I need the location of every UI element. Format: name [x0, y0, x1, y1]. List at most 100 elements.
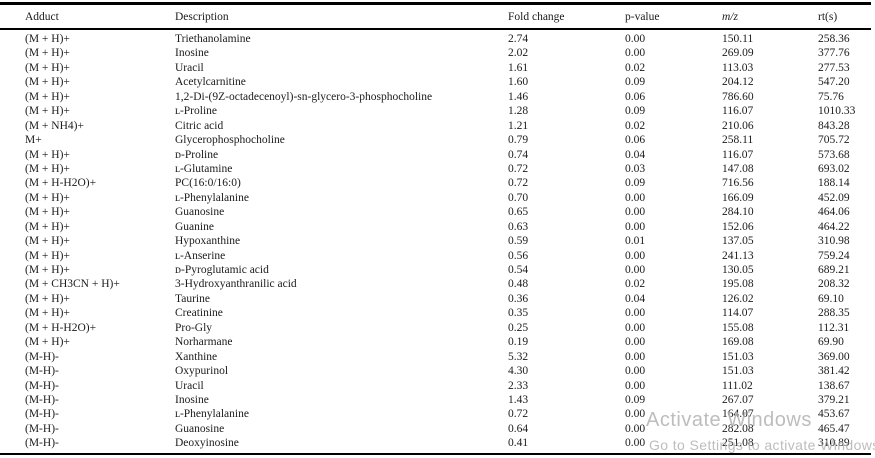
cell-rt: 310.98 [818, 235, 850, 248]
cell-mz: 113.03 [722, 61, 754, 74]
cell-p-value: 0.00 [625, 264, 646, 276]
cell-mz: 152.06 [722, 220, 754, 233]
cell-fold-change: 5.32 [508, 350, 529, 363]
cell-p-value: 0.02 [625, 61, 646, 74]
cell-adduct: (M + H)+ [25, 292, 70, 305]
cell-adduct: (M-H)- [25, 422, 59, 435]
table-row: (M + H)+ Uracil 1.61 0.02 113.03 277.53 [0, 61, 871, 75]
cell-rt: 112.31 [818, 321, 850, 334]
column-header-p-value: p-value [625, 10, 660, 23]
table-row: (M-H)- Oxypurinol 4.30 0.00 151.03 381.4… [0, 364, 871, 378]
cell-p-value: 0.00 [625, 249, 646, 262]
cell-mz: 251.08 [722, 437, 754, 450]
cell-fold-change: 1.28 [508, 105, 529, 118]
cell-adduct: (M + H)+ [25, 249, 70, 262]
cell-rt: 369.00 [818, 350, 850, 363]
cell-p-value: 0.00 [625, 365, 646, 378]
cell-description: Guanosine [175, 422, 225, 435]
cell-mz: 258.11 [722, 134, 754, 147]
cell-mz: 150.11 [722, 33, 754, 45]
cell-fold-change: 0.72 [508, 162, 529, 175]
cell-p-value: 0.00 [625, 321, 646, 334]
cell-adduct: (M-H)- [25, 437, 59, 450]
column-header-description: Description [175, 10, 229, 23]
cell-adduct: (M + H)+ [25, 336, 70, 349]
cell-mz: 130.05 [722, 264, 754, 276]
cell-rt: 310.89 [818, 437, 850, 450]
cell-fold-change: 0.54 [508, 264, 529, 276]
table-row: (M + CH3CN + H)+ 3-Hydroxyanthranilic ac… [0, 277, 871, 291]
cell-mz: 282.08 [722, 422, 754, 435]
cell-description: Norharmane [175, 336, 233, 349]
cell-p-value: 0.00 [625, 307, 646, 320]
cell-p-value: 0.06 [625, 90, 646, 103]
cell-p-value: 0.01 [625, 235, 646, 248]
table-row: (M + H)+ Guanosine 0.65 0.00 284.10 464.… [0, 205, 871, 219]
cell-p-value: 0.00 [625, 408, 646, 421]
table-row: (M + H)+ Guanine 0.63 0.00 152.06 464.22 [0, 220, 871, 234]
cell-rt: 464.06 [818, 206, 850, 219]
cell-mz: 716.56 [722, 177, 754, 190]
cell-description: ʟ-Proline [175, 105, 217, 118]
cell-fold-change: 0.65 [508, 206, 529, 219]
cell-rt: 843.28 [818, 119, 850, 132]
cell-rt: 381.42 [818, 365, 850, 378]
cell-rt: 258.36 [818, 33, 850, 45]
cell-adduct: (M + H-H2O)+ [25, 321, 97, 334]
cell-rt: 693.02 [818, 162, 850, 175]
cell-p-value: 0.09 [625, 76, 646, 89]
cell-fold-change: 0.36 [508, 292, 529, 305]
cell-fold-change: 0.63 [508, 220, 529, 233]
column-header-mz: m/z [722, 10, 738, 23]
cell-rt: 288.35 [818, 307, 850, 320]
table-row: (M + H)+ ᴅ-Proline 0.74 0.04 116.07 573.… [0, 148, 871, 162]
cell-p-value: 0.00 [625, 336, 646, 349]
table-row: (M-H)- Deoxyinosine 0.41 0.00 251.08 310… [0, 436, 871, 450]
cell-description: ʟ-Phenylalanine [175, 408, 249, 421]
cell-p-value: 0.06 [625, 134, 646, 147]
cell-rt: 573.68 [818, 148, 850, 161]
cell-description: Triethanolamine [175, 33, 251, 45]
cell-rt: 453.67 [818, 408, 850, 421]
cell-description: Glycerophosphocholine [175, 134, 285, 147]
cell-rt: 547.20 [818, 76, 850, 89]
cell-fold-change: 0.72 [508, 177, 529, 190]
cell-adduct: M+ [25, 134, 42, 147]
cell-rt: 69.10 [818, 292, 844, 305]
cell-fold-change: 1.21 [508, 119, 529, 132]
cell-mz: 166.09 [722, 191, 754, 204]
cell-adduct: (M + H)+ [25, 47, 70, 60]
table-row: (M + H)+ Acetylcarnitine 1.60 0.09 204.1… [0, 75, 871, 89]
cell-fold-change: 0.19 [508, 336, 529, 349]
column-header-adduct: Adduct [25, 10, 59, 23]
table-body: (M + H)+ Triethanolamine 2.74 0.00 150.1… [0, 30, 871, 455]
table-row: (M + H)+ Inosine 2.02 0.00 269.09 377.76 [0, 46, 871, 60]
cell-rt: 1010.33 [818, 105, 856, 118]
cell-adduct: (M + H)+ [25, 61, 70, 74]
cell-fold-change: 0.41 [508, 437, 529, 450]
cell-rt: 277.53 [818, 61, 850, 74]
cell-description: Xanthine [175, 350, 218, 363]
cell-mz: 116.07 [722, 148, 754, 161]
cell-adduct: (M + H)+ [25, 33, 70, 45]
cell-p-value: 0.09 [625, 105, 646, 118]
cell-fold-change: 2.02 [508, 47, 529, 60]
cell-p-value: 0.02 [625, 278, 646, 291]
cell-description: ʟ-Phenylalanine [175, 191, 249, 204]
column-header-fold-change: Fold change [508, 10, 565, 23]
cell-mz: 147.08 [722, 162, 754, 175]
table-row: (M + H-H2O)+ PC(16:0/16:0) 0.72 0.09 716… [0, 176, 871, 190]
cell-p-value: 0.09 [625, 393, 646, 406]
cell-rt: 75.76 [818, 90, 844, 103]
cell-mz: 241.13 [722, 249, 754, 262]
cell-rt: 465.47 [818, 422, 850, 435]
table-row: (M-H)- Xanthine 5.32 0.00 151.03 369.00 [0, 350, 871, 364]
cell-fold-change: 0.59 [508, 235, 529, 248]
cell-fold-change: 1.43 [508, 393, 529, 406]
table-row: (M + H)+ ʟ-Phenylalanine 0.70 0.00 166.0… [0, 191, 871, 205]
cell-rt: 689.21 [818, 264, 850, 276]
table-row: (M + H)+ Hypoxanthine 0.59 0.01 137.05 3… [0, 234, 871, 248]
cell-p-value: 0.04 [625, 148, 646, 161]
cell-p-value: 0.09 [625, 177, 646, 190]
